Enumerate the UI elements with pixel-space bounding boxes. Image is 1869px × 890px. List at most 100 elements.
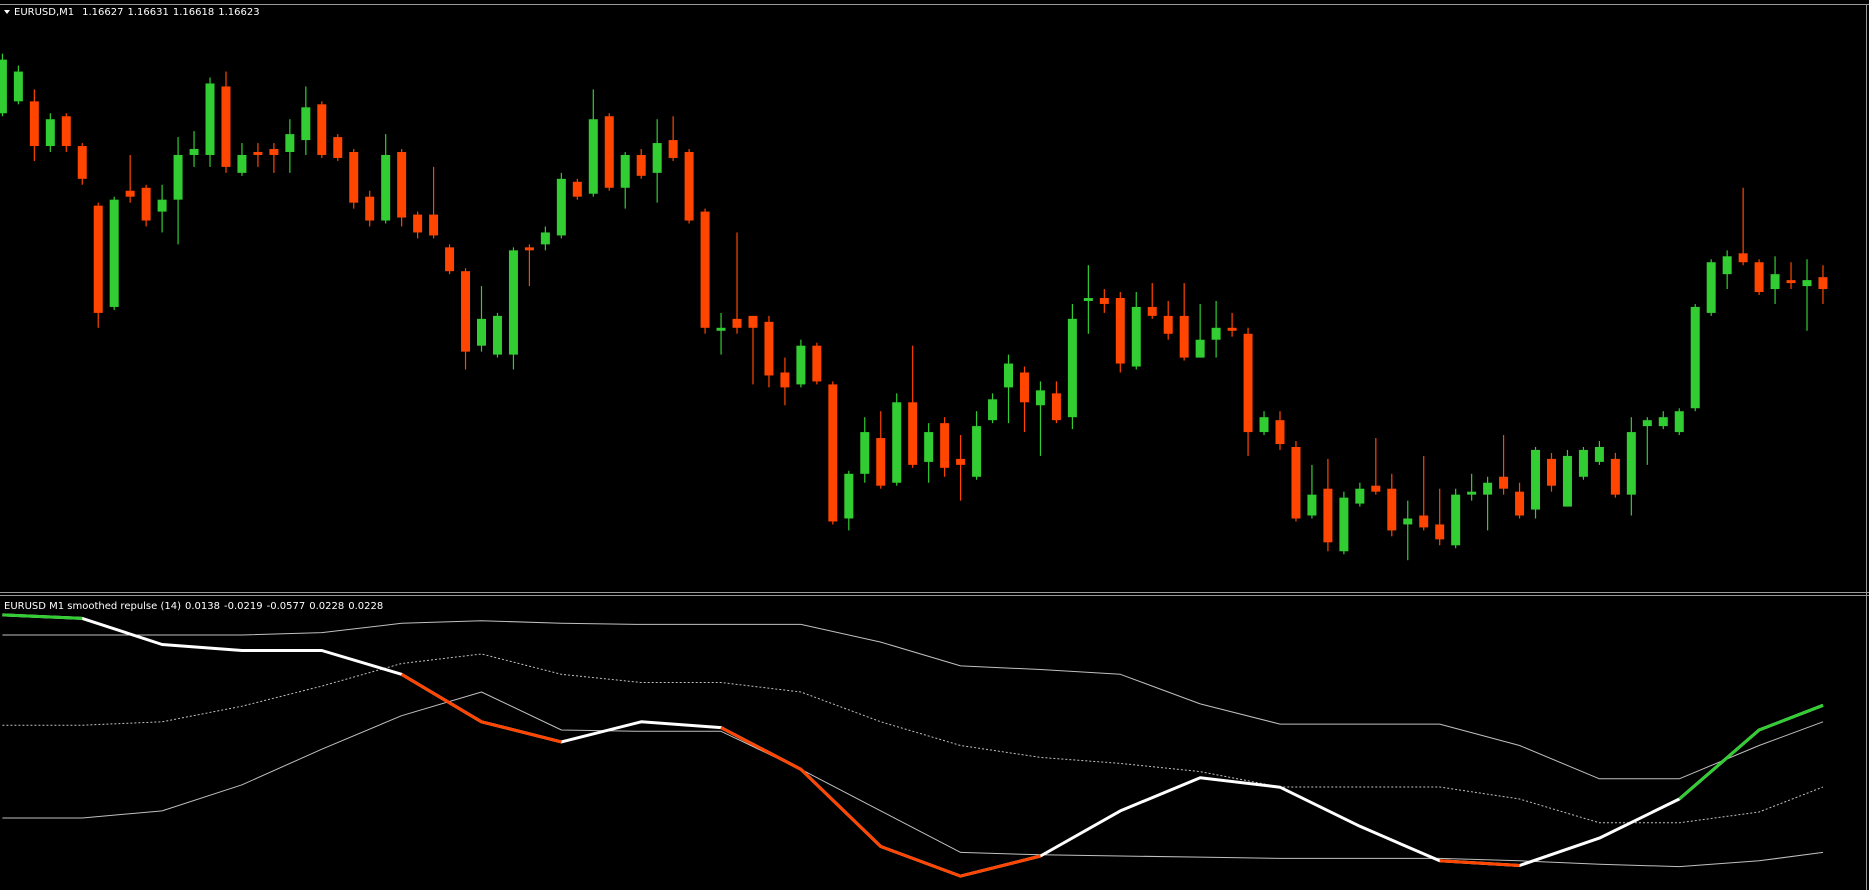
candle-body	[1131, 306, 1141, 367]
candle-body	[109, 199, 119, 307]
candle-body	[956, 458, 966, 465]
candle-body	[349, 152, 359, 203]
candle-body	[732, 318, 742, 328]
candle-body	[1307, 494, 1317, 516]
candle-body	[365, 196, 375, 221]
candle-body	[0, 59, 7, 114]
candle-body	[1211, 327, 1221, 340]
candle-body	[1275, 420, 1285, 444]
candle-body	[860, 432, 870, 474]
candle-body	[1227, 327, 1237, 331]
candle-body	[1610, 458, 1620, 495]
candle-body	[1674, 411, 1684, 433]
candle-body	[173, 154, 183, 200]
candle-body	[1099, 298, 1109, 304]
candle-body	[1035, 390, 1045, 406]
candle-body	[1243, 333, 1253, 433]
close-value: 1.16623	[218, 7, 259, 18]
candle-body	[1291, 446, 1301, 519]
candle-body	[157, 199, 167, 212]
candle-body	[269, 149, 279, 155]
candle-body	[812, 345, 822, 382]
candle-body	[876, 438, 886, 486]
candle-body	[1147, 306, 1157, 316]
repulse-line	[400, 673, 1520, 878]
candle-body	[1435, 524, 1445, 540]
candle-body	[1163, 315, 1173, 334]
candle-body	[668, 140, 678, 158]
menu-arrow[interactable]	[4, 10, 10, 14]
candle-body	[429, 214, 439, 236]
candle-body	[556, 178, 566, 236]
candle-body	[908, 402, 918, 465]
candle-body	[1770, 274, 1780, 290]
band-line	[2, 620, 1824, 780]
price-header: EURUSD,M1 1.16627 1.16631 1.16618 1.16623	[14, 7, 260, 18]
candle-body	[125, 190, 135, 197]
candle-body	[1195, 339, 1205, 358]
candle-body	[1594, 446, 1604, 462]
candle-body	[540, 232, 550, 245]
candle-body	[1067, 318, 1077, 418]
candle-body	[492, 315, 502, 355]
candle-body	[13, 71, 23, 102]
candle-body	[477, 318, 486, 346]
candle-body	[748, 315, 758, 328]
candle-body	[1658, 417, 1668, 427]
candle-body	[285, 134, 295, 152]
candle-body	[1467, 491, 1477, 495]
candle-body	[221, 86, 231, 167]
candle-body	[716, 327, 726, 331]
low-value: 1.16618	[173, 7, 214, 18]
candle-body	[1818, 277, 1828, 290]
candle-body	[1722, 256, 1732, 275]
candle-body	[1371, 485, 1381, 492]
candle-body	[1451, 494, 1461, 546]
candle-body	[1802, 280, 1812, 287]
candle-body	[1355, 488, 1365, 504]
candle-body	[1323, 488, 1333, 543]
repulse-line	[2, 613, 1824, 801]
candle-body	[1339, 497, 1349, 552]
candle-body	[253, 152, 263, 155]
candle-body	[61, 116, 71, 147]
candle-body	[1531, 449, 1541, 510]
candle-body	[1179, 315, 1189, 358]
candle-body	[1738, 253, 1748, 263]
candle-body	[684, 152, 694, 221]
plot-layer	[0, 53, 1828, 878]
candle-body	[77, 146, 87, 179]
candle-body	[780, 372, 790, 388]
candle-body	[1546, 458, 1556, 486]
candle-body	[892, 402, 902, 483]
candle-body	[508, 250, 518, 355]
candle-body	[1403, 518, 1413, 525]
candle-body	[381, 154, 391, 221]
candle-body	[620, 154, 630, 188]
indicator-header: EURUSD M1 smoothed repulse (14) 0.0138 -0.…	[4, 601, 383, 612]
candle-body	[1499, 476, 1509, 489]
candle-body	[636, 154, 646, 176]
candle-body	[29, 101, 39, 147]
upper-value: 0.0138	[185, 601, 220, 612]
middle-value: -0.0219	[224, 601, 263, 612]
indicator-title: EURUSD M1 smoothed repulse (14)	[4, 601, 181, 612]
candle-body	[972, 426, 982, 477]
candle-body	[1419, 515, 1429, 528]
band-line	[2, 653, 1824, 824]
candle-body	[1387, 488, 1397, 531]
candle-body	[445, 247, 455, 272]
candle-body	[1051, 393, 1061, 421]
lower-value: -0.0577	[267, 601, 306, 612]
candle-body	[1259, 417, 1269, 433]
candle-body	[1004, 363, 1014, 388]
candle-body	[141, 187, 151, 221]
candle-body	[1706, 262, 1716, 313]
candle-body	[1483, 482, 1493, 495]
candle-body	[413, 214, 423, 233]
candle-body	[317, 104, 327, 155]
symbol: EURUSD,M1	[14, 7, 74, 18]
candle-body	[828, 384, 838, 522]
candle-body	[700, 211, 710, 328]
